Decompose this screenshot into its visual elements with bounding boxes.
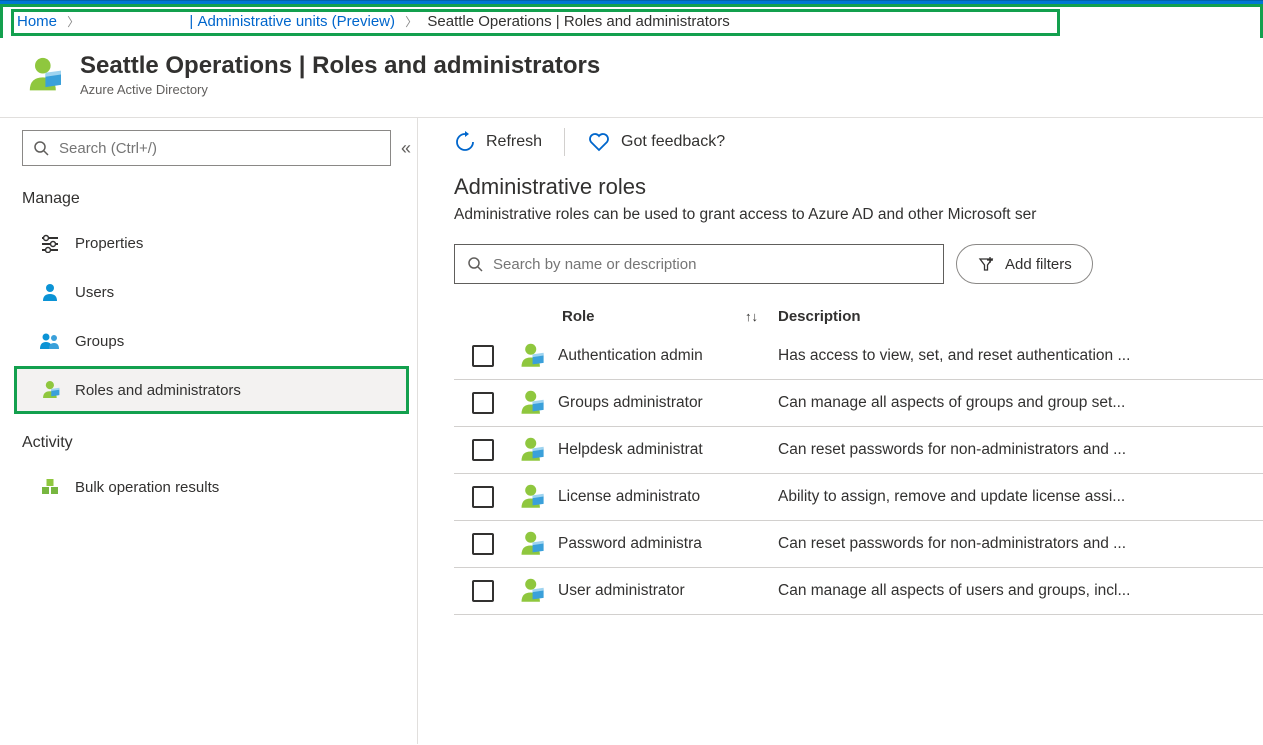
sidebar-item-label: Bulk operation results <box>75 479 219 496</box>
role-search-input[interactable] <box>493 256 931 273</box>
main-content: Refresh Got feedback? Administrative rol… <box>418 118 1263 744</box>
add-filters-button[interactable]: Add filters <box>956 244 1093 284</box>
table-row[interactable]: User administrator Can manage all aspects… <box>454 568 1263 615</box>
role-description: Can reset passwords for non-administrato… <box>774 441 1263 459</box>
role-name: Authentication admin <box>558 347 703 365</box>
feedback-label: Got feedback? <box>621 133 725 151</box>
filter-icon <box>977 255 995 273</box>
user-icon <box>39 281 61 303</box>
sidebar-item-label: Users <box>75 284 114 301</box>
breadcrumb: Home 〉 | Administrative units (Preview) … <box>0 4 1263 38</box>
role-description: Ability to assign, remove and update lic… <box>774 488 1263 506</box>
nav-group-activity: Activity <box>0 428 417 462</box>
page-header: Seattle Operations | Roles and administr… <box>0 38 1263 117</box>
role-icon <box>39 379 61 401</box>
row-checkbox[interactable] <box>472 580 494 602</box>
groups-icon <box>39 330 61 352</box>
table-row[interactable]: Helpdesk administrat Can reset passwords … <box>454 427 1263 474</box>
sidebar: « Manage Properties Users Groups Ro <box>0 118 418 744</box>
role-description: Has access to view, set, and reset authe… <box>774 347 1263 365</box>
breadcrumb-home[interactable]: Home <box>17 13 57 30</box>
roles-table: Role ↑↓ Description Authentication admin… <box>454 300 1263 615</box>
role-description: Can manage all aspects of groups and gro… <box>774 394 1263 412</box>
role-name: License administrato <box>558 488 700 506</box>
refresh-button[interactable]: Refresh <box>454 131 542 153</box>
role-icon <box>516 388 546 418</box>
feedback-button[interactable]: Got feedback? <box>587 130 725 154</box>
sidebar-search-input[interactable] <box>59 140 380 157</box>
row-checkbox[interactable] <box>472 392 494 414</box>
sidebar-item-bulk-results[interactable]: Bulk operation results <box>14 463 409 511</box>
page-title: Seattle Operations | Roles and administr… <box>80 52 600 80</box>
sidebar-search[interactable] <box>22 130 391 166</box>
add-filters-label: Add filters <box>1005 256 1072 273</box>
chevron-right-icon: 〉 <box>405 15 417 29</box>
role-icon <box>22 54 64 96</box>
heart-icon <box>587 130 611 154</box>
sidebar-item-label: Groups <box>75 333 124 350</box>
role-name: User administrator <box>558 582 685 600</box>
collapse-sidebar-icon[interactable]: « <box>401 138 403 159</box>
toolbar: Refresh Got feedback? <box>454 122 1263 174</box>
nav-group-manage: Manage <box>0 184 417 218</box>
search-icon <box>33 140 49 156</box>
sidebar-item-label: Properties <box>75 235 143 252</box>
refresh-label: Refresh <box>486 133 542 151</box>
role-name: Helpdesk administrat <box>558 441 703 459</box>
table-row[interactable]: Authentication admin Has access to view, … <box>454 333 1263 380</box>
sidebar-item-users[interactable]: Users <box>14 268 409 316</box>
main-heading: Administrative roles <box>454 174 1263 200</box>
role-icon <box>516 435 546 465</box>
row-checkbox[interactable] <box>472 345 494 367</box>
column-role[interactable]: Role <box>562 308 595 325</box>
role-description: Can manage all aspects of users and grou… <box>774 582 1263 600</box>
main-description: Administrative roles can be used to gran… <box>454 206 1263 224</box>
breadcrumb-current: Seattle Operations | Roles and administr… <box>427 13 729 30</box>
sidebar-item-label: Roles and administrators <box>75 382 241 399</box>
row-checkbox[interactable] <box>472 486 494 508</box>
search-icon <box>467 256 483 272</box>
row-checkbox[interactable] <box>472 533 494 555</box>
bulk-icon <box>39 476 61 498</box>
table-row[interactable]: Groups administrator Can manage all aspec… <box>454 380 1263 427</box>
table-header: Role ↑↓ Description <box>454 300 1263 333</box>
page-subtitle: Azure Active Directory <box>80 82 600 97</box>
table-row[interactable]: Password administra Can reset passwords f… <box>454 521 1263 568</box>
toolbar-separator <box>564 128 565 156</box>
role-name: Password administra <box>558 535 702 553</box>
sidebar-item-properties[interactable]: Properties <box>14 219 409 267</box>
sidebar-item-groups[interactable]: Groups <box>14 317 409 365</box>
role-icon <box>516 529 546 559</box>
role-icon <box>516 341 546 371</box>
properties-icon <box>39 232 61 254</box>
sidebar-item-roles-administrators[interactable]: Roles and administrators <box>14 366 409 414</box>
breadcrumb-admin-units[interactable]: | Administrative units (Preview) <box>189 13 395 30</box>
role-description: Can reset passwords for non-administrato… <box>774 535 1263 553</box>
role-search[interactable] <box>454 244 944 284</box>
role-name: Groups administrator <box>558 394 703 412</box>
refresh-icon <box>454 131 476 153</box>
role-icon <box>516 482 546 512</box>
role-icon <box>516 576 546 606</box>
sort-icon[interactable]: ↑↓ <box>745 309 758 324</box>
chevron-right-icon: 〉 <box>67 15 79 29</box>
row-checkbox[interactable] <box>472 439 494 461</box>
column-description[interactable]: Description <box>774 308 1263 325</box>
table-row[interactable]: License administrato Ability to assign, r… <box>454 474 1263 521</box>
